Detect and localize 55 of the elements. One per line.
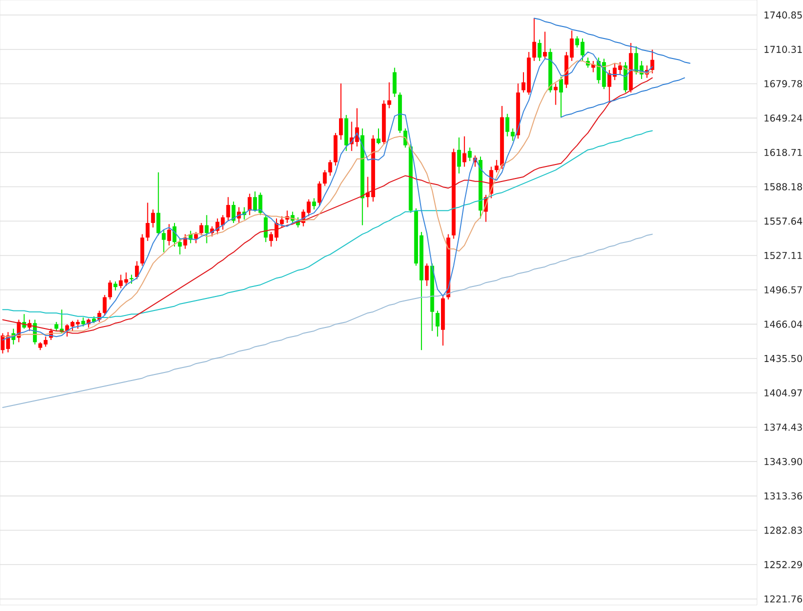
y-tick-label: 1527.11 bbox=[764, 252, 802, 260]
candlestick bbox=[554, 82, 558, 106]
candlestick bbox=[322, 170, 327, 186]
candlestick bbox=[167, 224, 172, 246]
candlestick bbox=[318, 180, 322, 207]
candlestick bbox=[543, 31, 547, 60]
candlestick bbox=[424, 262, 429, 286]
candlestick bbox=[102, 294, 107, 316]
y-tick-label: 1374.43 bbox=[764, 424, 802, 431]
candlestick bbox=[403, 128, 408, 148]
candlestick bbox=[510, 128, 515, 142]
candlestick bbox=[151, 208, 155, 228]
candlestick bbox=[538, 39, 542, 62]
candlestick bbox=[156, 172, 160, 236]
candlestick bbox=[312, 198, 316, 210]
candlestick bbox=[226, 196, 230, 222]
candlestick bbox=[146, 202, 150, 242]
y-tick-label: 1404.97 bbox=[764, 389, 802, 396]
candlestick bbox=[505, 113, 510, 137]
y-tick-label: 1252.29 bbox=[764, 561, 802, 568]
candlestick bbox=[376, 128, 380, 145]
candlestick bbox=[134, 260, 139, 280]
y-tick-label: 1740.85 bbox=[764, 11, 802, 19]
y-tick-label: 1221.76 bbox=[764, 595, 802, 603]
candlestick bbox=[457, 136, 461, 174]
candlestick bbox=[392, 67, 397, 98]
candlestick bbox=[232, 201, 236, 224]
candlestick bbox=[650, 49, 654, 74]
y-tick-label: 1679.78 bbox=[764, 80, 802, 88]
y-tick-label: 1435.50 bbox=[764, 354, 802, 362]
candlestick bbox=[248, 193, 252, 216]
y-tick-label: 1282.83 bbox=[764, 526, 802, 534]
candlestick bbox=[338, 82, 343, 140]
candlestick bbox=[559, 76, 563, 118]
y-tick-label: 1557.64 bbox=[764, 218, 802, 225]
y-tick-label: 1710.31 bbox=[764, 46, 802, 53]
y-tick-label: 1618.71 bbox=[764, 148, 802, 156]
candlestick bbox=[328, 159, 332, 176]
line-series bbox=[560, 77, 686, 118]
candlestick bbox=[162, 229, 166, 253]
y-tick-label: 1343.90 bbox=[764, 458, 802, 466]
candlestick bbox=[436, 310, 440, 338]
candlestick bbox=[462, 136, 466, 168]
candlestick bbox=[204, 214, 209, 244]
candlestick bbox=[108, 280, 112, 300]
y-tick-label: 1588.18 bbox=[764, 183, 802, 190]
y-tick-label: 1313.36 bbox=[764, 492, 802, 500]
candlestick bbox=[194, 231, 198, 244]
y-tick-label: 1466.04 bbox=[764, 320, 802, 328]
y-tick-label: 1496.57 bbox=[764, 286, 802, 294]
candlestick bbox=[199, 222, 204, 236]
candlestick bbox=[172, 222, 176, 248]
y-tick-label: 1649.24 bbox=[764, 114, 802, 122]
candlestick bbox=[178, 238, 182, 255]
candlestick bbox=[494, 159, 499, 173]
